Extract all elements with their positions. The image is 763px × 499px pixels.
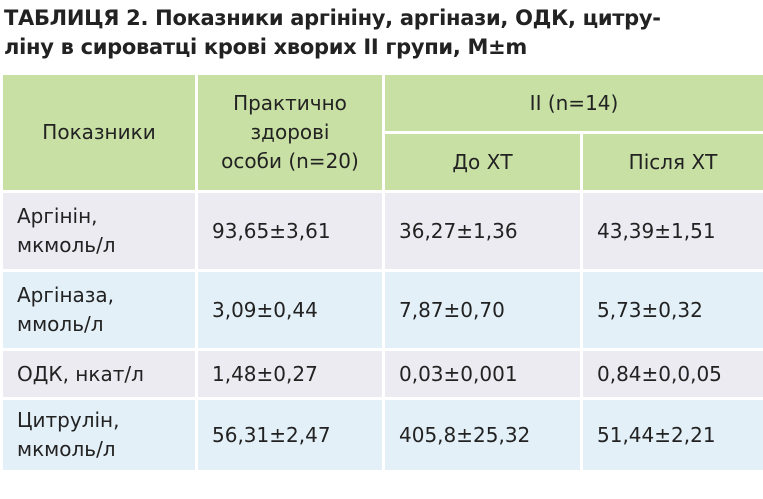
header-cell: Після ХТ — [580, 131, 763, 193]
label-line: Аргінін, — [17, 204, 98, 228]
header-row: Показники Практично здорові особи (n=20)… — [0, 72, 763, 193]
label-line: Цитрулін, — [17, 408, 120, 432]
header-cell: До ХТ — [382, 131, 583, 193]
label-cell: Аргіназа, ммоль/л — [0, 269, 198, 351]
body-row: Аргінін, мкмоль/л 93,65±3,61 36,27±1,36 43,3… — [0, 190, 763, 272]
value-cell: 93,65±3,61 — [195, 190, 385, 272]
label-cell: Аргінін, мкмоль/л — [0, 190, 198, 272]
header-row: До ХТ Після ХТ — [2, 131, 763, 193]
value-cell: 0,84±0,0,05 — [580, 348, 763, 400]
header-line: Практично — [233, 91, 347, 115]
label-line: ОДК, нкат/л — [17, 361, 144, 386]
table-title: ТАБЛИЦЯ 2. Показники аргініну, аргінази,… — [4, 4, 661, 62]
value-cell: 51,44±2,21 — [580, 397, 763, 473]
value-cell: 0,03±0,001 — [382, 348, 583, 400]
value-cell: 56,31±2,47 — [195, 397, 385, 473]
label-line: мкмоль/л — [17, 233, 116, 257]
label-cell: ОДК, нкат/л — [0, 348, 198, 400]
header-cell: II (n=14) — [382, 72, 763, 134]
body-row: ОДК, нкат/л 1,48±0,27 0,03±0,001 0,84±0,0,0… — [0, 348, 763, 400]
label-line: ммоль/л — [17, 312, 104, 336]
title-line: ліну в сироватці крові хворих II групи, … — [4, 35, 528, 59]
data-table: Показники Практично здорові особи (n=20)… — [0, 72, 763, 473]
title-line: ТАБЛИЦЯ 2. Показники аргініну, аргінази,… — [4, 6, 661, 30]
body-row: Аргіназа, ммоль/л 3,09±0,44 7,87±0,70 5,73±0… — [0, 269, 763, 351]
header-line: здорові — [250, 120, 330, 144]
header-line: особи (n=20) — [221, 149, 359, 173]
value-cell: 3,09±0,44 — [195, 269, 385, 351]
value-cell: 5,73±0,32 — [580, 269, 763, 351]
value-cell: 43,39±1,51 — [580, 190, 763, 272]
header-cell: Показники — [0, 72, 198, 193]
value-cell: 405,8±25,32 — [382, 397, 583, 473]
value-cell: 7,87±0,70 — [382, 269, 583, 351]
value-cell: 36,27±1,36 — [382, 190, 583, 272]
value-cell: 1,48±0,27 — [195, 348, 385, 400]
label-cell: Цитрулін, мкмоль/л — [0, 397, 198, 473]
label-line: Аргіназа, — [17, 283, 115, 307]
label-line: мкмоль/л — [17, 437, 116, 461]
body-row: Цитрулін, мкмоль/л 56,31±2,47 405,8±25,32 51… — [0, 397, 763, 473]
header-cell: Практично здорові особи (n=20) — [195, 72, 385, 193]
